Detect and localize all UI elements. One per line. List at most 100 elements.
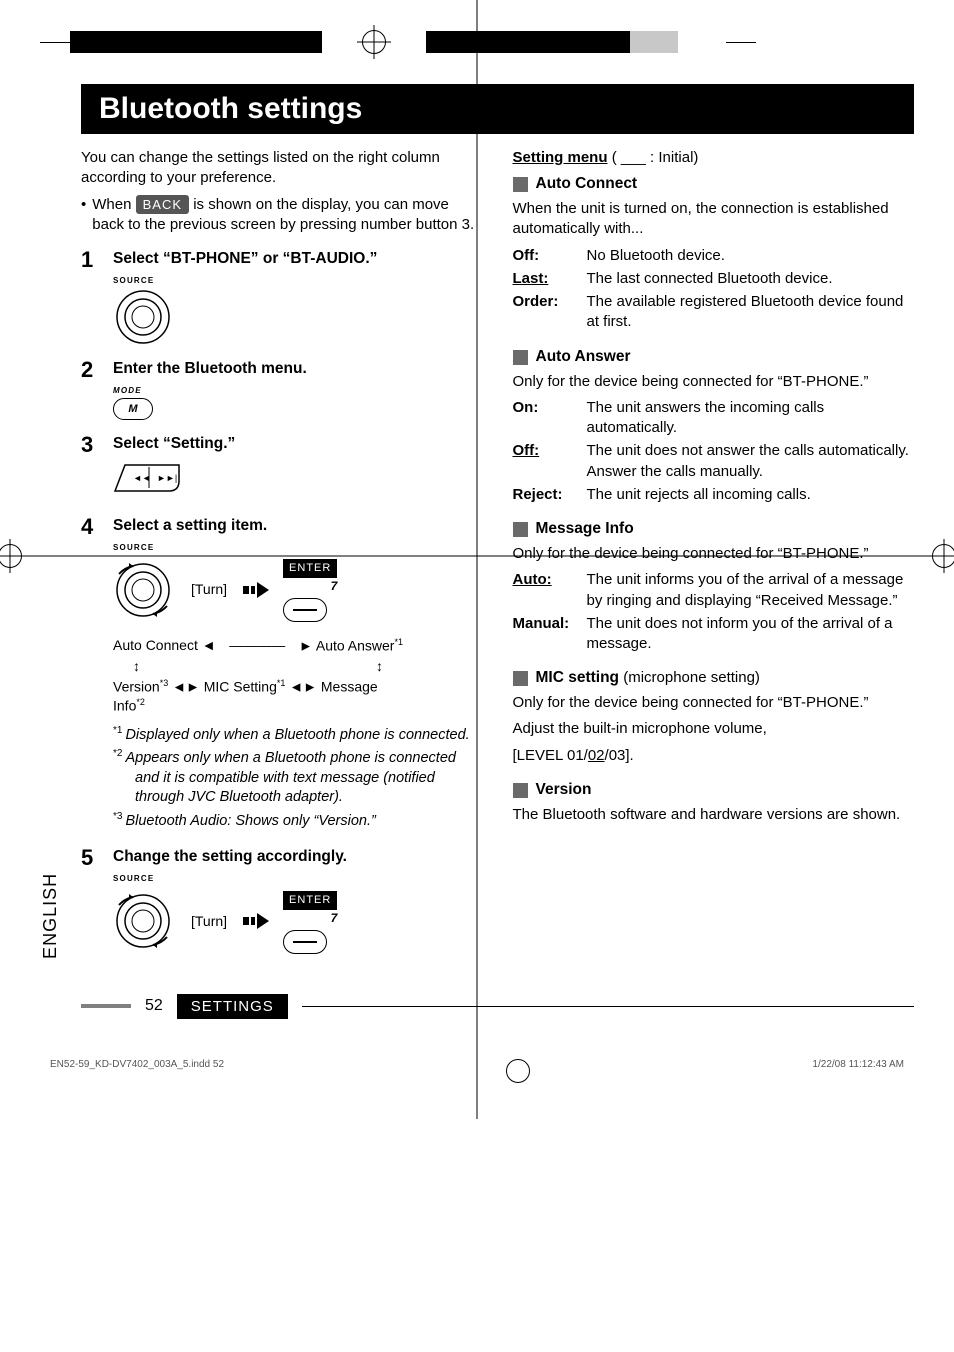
step-4: 4 Select a setting item. SOURCE	[81, 516, 483, 834]
setting-menu-heading: Setting menu ( ___ : Initial)	[513, 148, 915, 168]
step-title: Select a setting item.	[113, 516, 483, 537]
seven-label: 7	[283, 578, 337, 594]
page-footer: 52 SETTINGS	[81, 994, 914, 1019]
step-num: 1	[81, 249, 99, 345]
auto-connect-desc: When the unit is turned on, the connecti…	[513, 199, 915, 240]
page-number: 52	[145, 997, 163, 1015]
flow-auto-answer: Auto Answer	[316, 638, 395, 654]
flow-mic: MIC Setting	[204, 678, 277, 694]
opt-val: The unit answers the incoming calls auto…	[587, 398, 915, 439]
step-title: Select “BT-PHONE” or “BT-AUDIO.”	[113, 249, 483, 270]
sec-version: Version	[513, 780, 915, 801]
setting-menu-label: Setting menu	[513, 149, 608, 166]
mic-suffix: (microphone setting)	[619, 669, 760, 686]
step-title: Enter the Bluetooth menu.	[113, 359, 483, 380]
sec-auto-answer: Auto Answer	[513, 347, 915, 368]
footnote-2: Appears only when a Bluetooth phone is c…	[125, 750, 456, 805]
num-button-icon	[283, 930, 327, 954]
step-title: Select “Setting.”	[113, 434, 483, 455]
print-file: EN52-59_KD-DV7402_003A_5.indd 52	[50, 1059, 224, 1083]
opt-val: The unit rejects all incoming calls.	[587, 485, 915, 505]
flow-version: Version	[113, 678, 160, 694]
source-label: SOURCE	[113, 543, 483, 554]
opt-key: Order:	[513, 292, 579, 333]
square-icon	[513, 671, 528, 686]
svg-text:◄◄: ◄◄	[133, 473, 151, 483]
step-num: 5	[81, 847, 99, 954]
turn-label: [Turn]	[191, 912, 227, 931]
step-num: 2	[81, 359, 99, 421]
language-tab: ENGLISH	[40, 84, 61, 1019]
step-title: Change the setting accordingly.	[113, 847, 483, 868]
footnotes: *1Displayed only when a Bluetooth phone …	[113, 724, 483, 831]
opt-key: Manual:	[513, 614, 579, 655]
arrow-right-icon	[241, 907, 269, 935]
opt-key-default: Last:	[513, 269, 579, 289]
mode-button-icon: M	[113, 398, 153, 420]
flow-diagram: Auto Connect ◄ ―――― ► Auto Answer*1 ↕↕	[113, 636, 483, 716]
sec-title: Message Info	[536, 519, 634, 540]
section-label: SETTINGS	[177, 994, 288, 1019]
num-button-icon	[283, 598, 327, 622]
step-num: 4	[81, 516, 99, 834]
mic-line3: [LEVEL 01/02/03].	[513, 746, 915, 766]
print-footer: EN52-59_KD-DV7402_003A_5.indd 52 1/22/08…	[40, 1059, 914, 1083]
initial-note: ( ___ : Initial)	[612, 149, 699, 166]
svg-text:►►|: ►►|	[157, 473, 177, 483]
source-label: SOURCE	[113, 874, 483, 885]
sec-title: Auto Connect	[536, 174, 638, 195]
page: ENGLISH Bluetooth settings You can chang…	[0, 0, 954, 1113]
sec-mic-setting: MIC setting (microphone setting)	[513, 668, 915, 689]
intro-text: You can change the settings listed on th…	[81, 148, 483, 189]
opt-key-default: Auto:	[513, 570, 579, 611]
step-3: 3 Select “Setting.” ◄◄ ►►|	[81, 434, 483, 501]
enter-badge: ENTER	[283, 559, 337, 578]
square-icon	[513, 177, 528, 192]
turn-label: [Turn]	[191, 580, 227, 599]
opt-key-default: Off:	[513, 441, 579, 482]
opt-val: The unit does not inform you of the arri…	[587, 614, 915, 655]
opt-key: On:	[513, 398, 579, 439]
opt-val: The unit does not answer the calls autom…	[587, 441, 915, 482]
back-badge: BACK	[136, 195, 189, 215]
step-5: 5 Change the setting accordingly. SOURCE	[81, 847, 483, 954]
sec-auto-connect: Auto Connect	[513, 174, 915, 195]
arrow-right-icon	[241, 576, 269, 604]
back-note-pre: When	[92, 196, 131, 213]
mic-line1: Only for the device being connected for …	[513, 693, 915, 713]
sec-title: Auto Answer	[536, 347, 631, 368]
knob-icon	[113, 289, 177, 345]
rocker-icon: ◄◄ ►►|	[113, 461, 183, 495]
footnote-1: Displayed only when a Bluetooth phone is…	[125, 727, 469, 743]
footnote-3: Bluetooth Audio: Shows only “Version.”	[125, 813, 375, 829]
mic-line2: Adjust the built-in microphone volume,	[513, 719, 915, 739]
msg-info-desc: Only for the device being connected for …	[513, 544, 915, 564]
opt-key: Reject:	[513, 485, 579, 505]
step-1: 1 Select “BT-PHONE” or “BT-AUDIO.” SOURC…	[81, 249, 483, 345]
opt-val: No Bluetooth device.	[587, 246, 915, 266]
opt-val: The available registered Bluetooth devic…	[587, 292, 915, 333]
square-icon	[513, 783, 528, 798]
back-note: • When BACK is shown on the display, you…	[81, 195, 483, 236]
opt-val: The last connected Bluetooth device.	[587, 269, 915, 289]
seven-label: 7	[283, 910, 337, 926]
version-desc: The Bluetooth software and hardware vers…	[513, 805, 915, 825]
registration-mark-icon	[506, 1059, 530, 1083]
step-num: 3	[81, 434, 99, 501]
mode-label: MODE	[113, 386, 483, 397]
auto-answer-desc: Only for the device being connected for …	[513, 372, 915, 392]
enter-badge: ENTER	[283, 891, 337, 910]
left-column: You can change the settings listed on th…	[81, 148, 483, 954]
sec-message-info: Message Info	[513, 519, 915, 540]
source-label: SOURCE	[113, 276, 483, 287]
registration-mark-icon	[362, 30, 386, 54]
opt-val: The unit informs you of the arrival of a…	[587, 570, 915, 611]
print-date: 1/22/08 11:12:43 AM	[812, 1059, 904, 1083]
step-2: 2 Enter the Bluetooth menu. MODE M	[81, 359, 483, 421]
square-icon	[513, 350, 528, 365]
page-title: Bluetooth settings	[81, 84, 914, 134]
flow-auto-connect: Auto Connect	[113, 637, 198, 653]
sec-title: Version	[536, 780, 592, 801]
right-column: Setting menu ( ___ : Initial) Auto Conne…	[513, 148, 915, 954]
opt-key: Off:	[513, 246, 579, 266]
